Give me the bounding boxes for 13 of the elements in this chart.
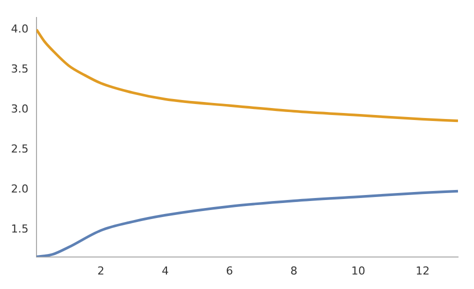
x-tick-label: 12 bbox=[416, 264, 430, 278]
y-tick-label: 3.5 bbox=[10, 62, 28, 76]
x-tick-label: 10 bbox=[351, 264, 366, 278]
x-tick-label: 4 bbox=[162, 264, 169, 278]
y-tick-label: 2.5 bbox=[10, 142, 28, 156]
x-tick-label: 2 bbox=[97, 264, 104, 278]
line-series bbox=[36, 28, 458, 122]
y-tick-label: 4.0 bbox=[10, 22, 28, 36]
x-tick-label: 6 bbox=[226, 264, 234, 278]
x-tick-label: 8 bbox=[290, 264, 298, 278]
y-tick-label: 1.5 bbox=[10, 222, 28, 236]
y-tick-label: 2.0 bbox=[10, 182, 28, 196]
y-tick-label: 3.0 bbox=[10, 102, 28, 116]
